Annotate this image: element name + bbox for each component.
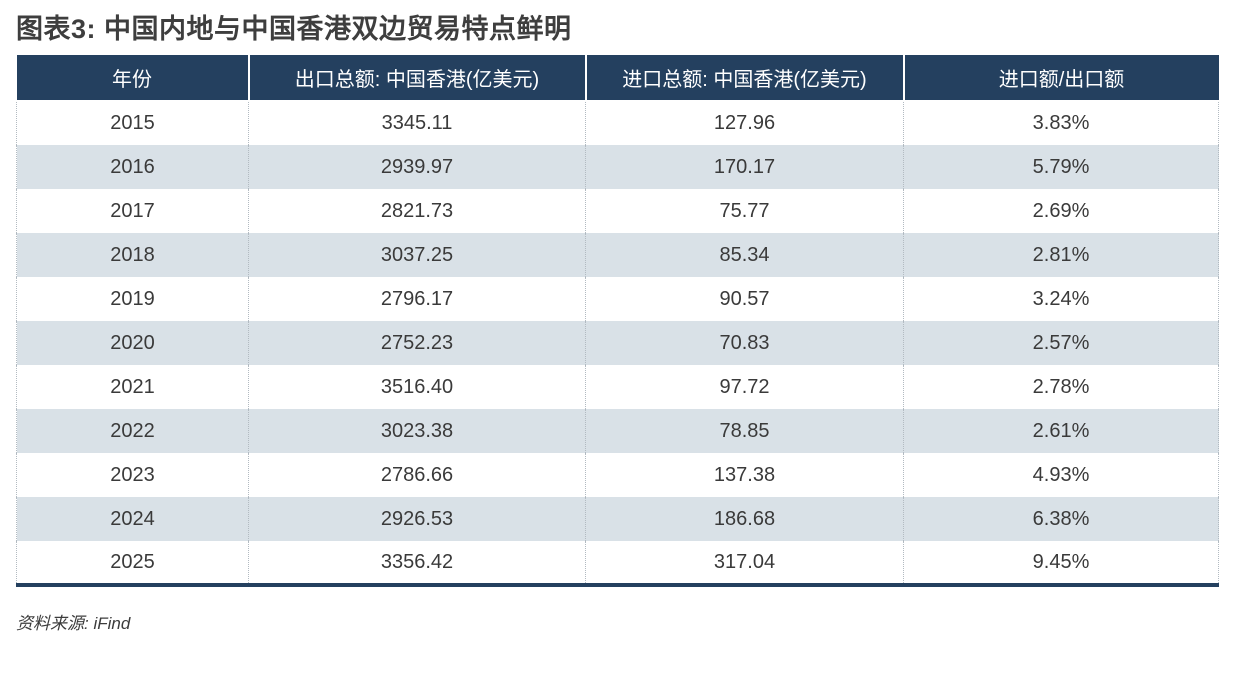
ratio-cell: 2.61%: [903, 409, 1219, 453]
table-row: 2018 3037.25 85.34 2.81%: [16, 233, 1219, 277]
figure-title: 图表3: 中国内地与中国香港双边贸易特点鲜明: [16, 14, 572, 44]
ratio-cell: 2.69%: [903, 189, 1219, 233]
ratio-cell: 5.79%: [903, 145, 1219, 189]
year-cell: 2025: [16, 541, 249, 585]
year-cell: 2017: [16, 189, 249, 233]
trade-data-table: 年份 出口总额: 中国香港(亿美元) 进口总额: 中国香港(亿美元) 进口额/出…: [16, 55, 1219, 587]
export-total-cell: 2939.97: [248, 145, 586, 189]
import-total-cell: 78.85: [585, 409, 904, 453]
export-total-cell: 2752.23: [248, 321, 586, 365]
export-total-cell: 2821.73: [248, 189, 586, 233]
ratio-cell: 3.83%: [903, 101, 1219, 145]
import-total-cell: 70.83: [585, 321, 904, 365]
import-total-cell: 317.04: [585, 541, 904, 585]
column-header-import-export-ratio: 进口额/出口额: [902, 55, 1219, 102]
year-cell: 2016: [16, 145, 249, 189]
table-row: 2023 2786.66 137.38 4.93%: [16, 453, 1219, 497]
header-row: 年份 出口总额: 中国香港(亿美元) 进口总额: 中国香港(亿美元) 进口额/出…: [16, 55, 1219, 102]
year-cell: 2024: [16, 497, 249, 541]
import-total-cell: 170.17: [585, 145, 904, 189]
import-total-cell: 127.96: [585, 101, 904, 145]
export-total-cell: 3037.25: [248, 233, 586, 277]
year-cell: 2015: [16, 101, 249, 145]
table-row: 2024 2926.53 186.68 6.38%: [16, 497, 1219, 541]
import-total-cell: 137.38: [585, 453, 904, 497]
export-total-cell: 3023.38: [248, 409, 586, 453]
year-cell: 2018: [16, 233, 249, 277]
table-row: 2015 3345.11 127.96 3.83%: [16, 101, 1219, 145]
export-total-cell: 3516.40: [248, 365, 586, 409]
ratio-cell: 6.38%: [903, 497, 1219, 541]
export-total-cell: 3356.42: [248, 541, 586, 585]
column-header-import-total: 进口总额: 中国香港(亿美元): [584, 55, 904, 102]
table-row: 2017 2821.73 75.77 2.69%: [16, 189, 1219, 233]
table-row: 2016 2939.97 170.17 5.79%: [16, 145, 1219, 189]
column-header-year: 年份: [16, 55, 249, 102]
import-total-cell: 75.77: [585, 189, 904, 233]
year-cell: 2021: [16, 365, 249, 409]
ratio-cell: 2.57%: [903, 321, 1219, 365]
data-source-note: 资料来源: iFind: [16, 614, 131, 633]
export-total-cell: 2786.66: [248, 453, 586, 497]
table-row: 2021 3516.40 97.72 2.78%: [16, 365, 1219, 409]
year-cell: 2020: [16, 321, 249, 365]
export-total-cell: 2926.53: [248, 497, 586, 541]
year-cell: 2023: [16, 453, 249, 497]
year-cell: 2019: [16, 277, 249, 321]
table-row: 2025 3356.42 317.04 9.45%: [16, 541, 1219, 585]
import-total-cell: 97.72: [585, 365, 904, 409]
ratio-cell: 9.45%: [903, 541, 1219, 585]
year-cell: 2022: [16, 409, 249, 453]
column-header-export-total: 出口总额: 中国香港(亿美元): [247, 55, 586, 102]
table-header: 年份 出口总额: 中国香港(亿美元) 进口总额: 中国香港(亿美元) 进口额/出…: [16, 55, 1219, 102]
table-row: 2022 3023.38 78.85 2.61%: [16, 409, 1219, 453]
ratio-cell: 2.81%: [903, 233, 1219, 277]
table-body: 2015 3345.11 127.96 3.83% 2016 2939.97 170.17 5…: [16, 101, 1219, 585]
import-total-cell: 90.57: [585, 277, 904, 321]
import-total-cell: 85.34: [585, 233, 904, 277]
table-row: 2020 2752.23 70.83 2.57%: [16, 321, 1219, 365]
import-total-cell: 186.68: [585, 497, 904, 541]
export-total-cell: 2796.17: [248, 277, 586, 321]
table-row: 2019 2796.17 90.57 3.24%: [16, 277, 1219, 321]
export-total-cell: 3345.11: [248, 101, 586, 145]
ratio-cell: 4.93%: [903, 453, 1219, 497]
ratio-cell: 3.24%: [903, 277, 1219, 321]
ratio-cell: 2.78%: [903, 365, 1219, 409]
